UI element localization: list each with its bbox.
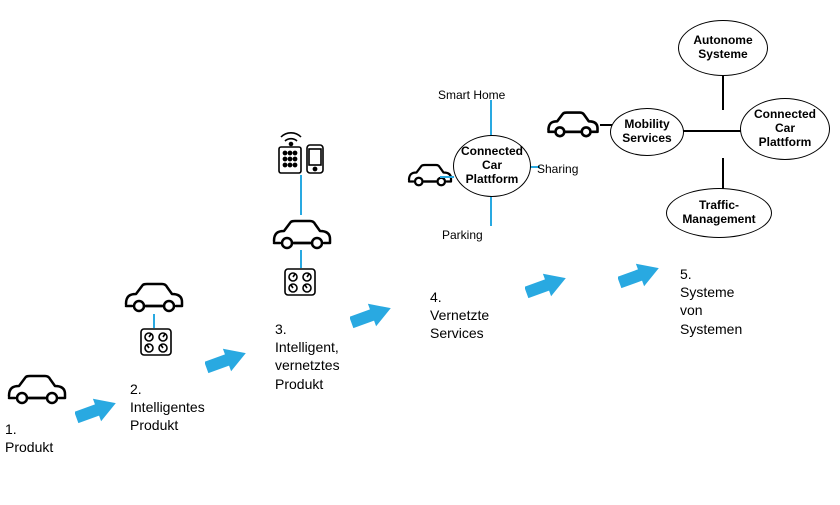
stage1-label: 1. Produkt (5, 420, 53, 456)
car-icon-4 (406, 160, 454, 188)
car-icon-5 (545, 107, 601, 139)
gauge-icon-s3 (284, 268, 316, 296)
s5-oval-connected: Connected Car Plattform (740, 98, 830, 160)
stage5-label: 5. Systeme von Systemen (680, 265, 742, 338)
s4-label-smarthome: Smart Home (438, 88, 505, 102)
car-icon-3 (270, 215, 334, 251)
s4-car-to-hub (440, 176, 454, 178)
s4-label-sharing: Sharing (537, 162, 578, 176)
s5-oval-traffic: Traffic- Management (666, 188, 772, 238)
connector-s3-devices (300, 175, 302, 215)
arrow-1-2 (75, 395, 119, 425)
stage2-label: 2. Intelligentes Produkt (130, 380, 205, 435)
arrow-4-5b (618, 260, 662, 290)
s4-hub-oval: Connected Car Plattform (453, 135, 531, 197)
stage3-label: 3. Intelligent, vernetztes Produkt (275, 320, 340, 393)
devices-icon (275, 125, 327, 175)
s5-line-bottom (722, 158, 724, 190)
connector-s3-gauge (300, 250, 302, 268)
connector-s2 (153, 314, 155, 328)
stage4-label: 4. Vernetzte Services (430, 288, 489, 343)
s5-oval-autonome: Autonome Systeme (678, 20, 768, 76)
s5-oval-mobility: Mobility Services (610, 108, 684, 156)
s5-line-horiz (683, 130, 743, 132)
s4-spoke-parking-line (490, 196, 492, 226)
arrow-2-3 (205, 345, 249, 375)
s4-label-parking: Parking (442, 228, 483, 242)
arrow-3-4 (350, 300, 394, 330)
s5-line-top (722, 76, 724, 110)
car-icon-1 (5, 370, 69, 406)
car-icon-2 (122, 278, 186, 314)
arrow-4-5a (525, 270, 569, 300)
gauge-icon-s2 (140, 328, 172, 356)
s4-spoke-smarthome-line (490, 100, 492, 136)
arrow-shape (75, 395, 119, 425)
